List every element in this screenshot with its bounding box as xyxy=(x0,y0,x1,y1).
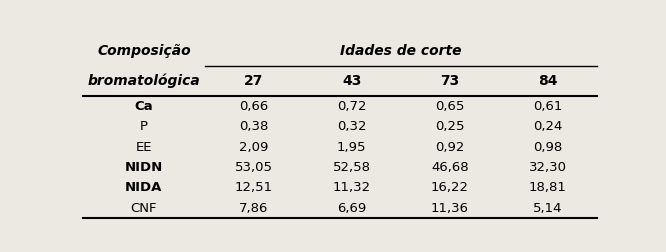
Text: 0,32: 0,32 xyxy=(337,120,366,133)
Text: 7,86: 7,86 xyxy=(239,202,268,215)
Text: EE: EE xyxy=(136,141,152,154)
Text: Composição: Composição xyxy=(97,44,190,58)
Text: NIDA: NIDA xyxy=(125,181,163,194)
Text: 84: 84 xyxy=(538,74,557,88)
Text: 6,69: 6,69 xyxy=(337,202,366,215)
Text: bromatológica: bromatológica xyxy=(87,74,200,88)
Text: 53,05: 53,05 xyxy=(234,161,272,174)
Text: 43: 43 xyxy=(342,74,362,88)
Text: 0,61: 0,61 xyxy=(533,100,563,113)
Text: 27: 27 xyxy=(244,74,263,88)
Text: 0,65: 0,65 xyxy=(435,100,464,113)
Text: NIDN: NIDN xyxy=(125,161,163,174)
Text: 0,98: 0,98 xyxy=(533,141,562,154)
Text: 32,30: 32,30 xyxy=(529,161,567,174)
Text: 12,51: 12,51 xyxy=(234,181,272,194)
Text: 52,58: 52,58 xyxy=(332,161,371,174)
Text: 11,32: 11,32 xyxy=(332,181,371,194)
Text: 46,68: 46,68 xyxy=(431,161,468,174)
Text: Ca: Ca xyxy=(135,100,153,113)
Text: Idades de corte: Idades de corte xyxy=(340,44,462,58)
Text: 11,36: 11,36 xyxy=(431,202,469,215)
Text: 5,14: 5,14 xyxy=(533,202,563,215)
Text: 18,81: 18,81 xyxy=(529,181,567,194)
Text: 0,92: 0,92 xyxy=(435,141,464,154)
Text: P: P xyxy=(140,120,148,133)
Text: 16,22: 16,22 xyxy=(431,181,469,194)
Text: 0,66: 0,66 xyxy=(239,100,268,113)
Text: 0,72: 0,72 xyxy=(337,100,366,113)
Text: 0,25: 0,25 xyxy=(435,120,464,133)
Text: CNF: CNF xyxy=(131,202,157,215)
Text: 2,09: 2,09 xyxy=(239,141,268,154)
Text: 0,24: 0,24 xyxy=(533,120,563,133)
Text: 0,38: 0,38 xyxy=(239,120,268,133)
Text: 1,95: 1,95 xyxy=(337,141,366,154)
Text: 73: 73 xyxy=(440,74,460,88)
